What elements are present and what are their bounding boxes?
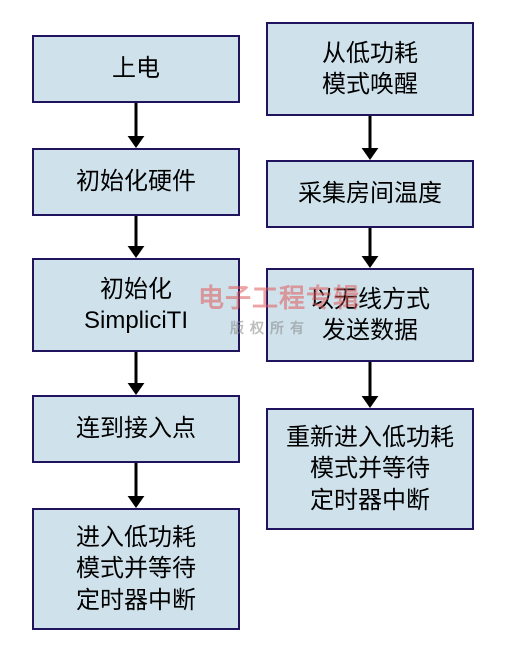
arrow-r2-r3 — [358, 362, 382, 408]
flowchart-node-r2: 以无线方式发送数据 — [266, 268, 474, 362]
arrow-l0-l1 — [124, 103, 148, 148]
flowchart-node-r3: 重新进入低功耗模式并等待定时器中断 — [266, 408, 474, 530]
node-label: 初始化硬件 — [76, 166, 196, 197]
flowchart-node-l1: 初始化硬件 — [32, 148, 240, 216]
flowchart-node-l4: 进入低功耗模式并等待定时器中断 — [32, 508, 240, 630]
flowchart-node-l2: 初始化SimpliciTI — [32, 258, 240, 352]
flowchart-node-l3: 连到接入点 — [32, 395, 240, 463]
arrow-r0-r1 — [358, 116, 382, 160]
node-label: 从低功耗模式唤醒 — [322, 38, 418, 100]
arrow-l2-l3 — [124, 352, 148, 395]
arrow-l3-l4 — [124, 463, 148, 508]
flowchart-node-l0: 上电 — [32, 35, 240, 103]
arrow-l1-l2 — [124, 216, 148, 258]
node-label: 进入低功耗模式并等待定时器中断 — [76, 522, 196, 616]
node-label: 重新进入低功耗模式并等待定时器中断 — [286, 422, 454, 516]
flowchart-node-r0: 从低功耗模式唤醒 — [266, 22, 474, 116]
flowchart-node-r1: 采集房间温度 — [266, 160, 474, 228]
flowchart-canvas: 上电初始化硬件初始化SimpliciTI 连到接入点进入低功耗模式并等待定时器中断… — [0, 0, 512, 668]
node-label: 以无线方式发送数据 — [310, 284, 430, 346]
node-label: 初始化SimpliciTI — [84, 274, 188, 336]
node-label: 连到接入点 — [76, 413, 196, 444]
node-label: 采集房间温度 — [298, 178, 442, 209]
arrow-r1-r2 — [358, 228, 382, 268]
node-label: 上电 — [112, 53, 160, 84]
